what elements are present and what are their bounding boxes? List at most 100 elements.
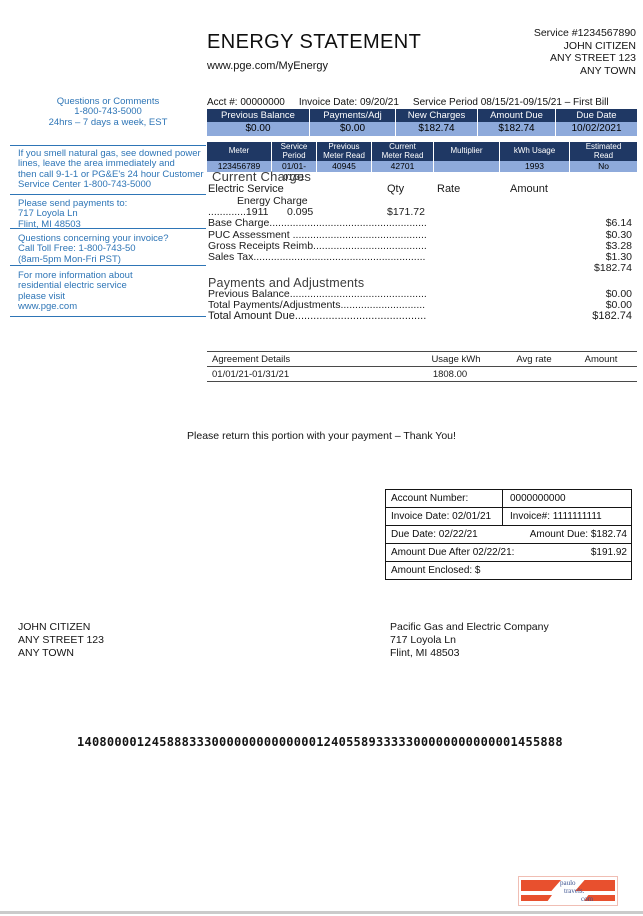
- meter-value-row: 123456789 01/01-01/31 40945 42701 1993 N…: [207, 161, 637, 182]
- summary-header-cell: Payments/Adj: [310, 109, 396, 122]
- watermark-text: com: [581, 895, 594, 903]
- sidebar-divider: [10, 228, 206, 229]
- energy-amount: $171.72: [387, 206, 425, 218]
- amount-header: Amount: [584, 354, 618, 365]
- meter-header-cell: Meter: [207, 142, 272, 161]
- watermark-text: paulo: [560, 879, 576, 887]
- meter-value-cell: 1993: [500, 161, 570, 172]
- summary-value-cell: $182.74: [478, 122, 556, 136]
- meter-value-cell: 40945: [317, 161, 372, 172]
- balance-summary-table: Previous Balance Payments/Adj New Charge…: [207, 109, 637, 136]
- payment-row: Total Payments/Adjustments..............…: [208, 300, 632, 311]
- more-info-line: residential electric service: [18, 280, 127, 292]
- payments-adjustments-title: Payments and Adjustments: [208, 276, 365, 290]
- summary-value-cell: $0.00: [207, 122, 310, 136]
- stub-due-date: Due Date: 02/22/21: [391, 529, 478, 540]
- total-amount-due-row: Total Amount Due........................…: [208, 311, 632, 322]
- summary-value-cell: $0.00: [310, 122, 396, 136]
- sidebar-gas-warning: If you smell natural gas, see downed pow…: [18, 148, 204, 190]
- charge-label: PUC Assessment .........................…: [208, 230, 426, 241]
- energy-rate: 0.095: [287, 206, 314, 218]
- logo-flag-left-icon: [521, 880, 561, 891]
- charge-amount: $0.30: [605, 229, 632, 241]
- stub-amount-due: Amount Due: $182.74: [529, 529, 627, 540]
- payment-label: Previous Balance........................…: [208, 289, 426, 300]
- charge-label: Sales Tax...............................…: [208, 252, 426, 263]
- summary-value-row: $0.00 $0.00 $182.74 $182.74 10/02/2021: [207, 122, 637, 136]
- charge-amount: $1.30: [605, 251, 632, 263]
- agreement-details-table: Agreement Details Usage kWh Avg rate Amo…: [207, 351, 637, 382]
- total-due-amount: $182.74: [592, 310, 632, 322]
- energy-charge-row: .............1911 0.095 $171.72: [208, 206, 638, 218]
- address-line: ANY STREET 123: [18, 634, 104, 646]
- stub-amount-after-row: Amount Due After 02/22/21: $191.92: [386, 543, 631, 561]
- payment-label: Total Payments/Adjustments..............…: [208, 300, 426, 311]
- sidebar-divider: [10, 194, 206, 195]
- gas-warning-line: then call 9-1-1 or PG&E's 24 hour Custom…: [18, 168, 204, 180]
- payment-row: Previous Balance........................…: [208, 289, 632, 300]
- summary-header-cell: Previous Balance: [207, 109, 310, 122]
- charge-row: PUC Assessment .........................…: [208, 230, 632, 241]
- address-line: Pacific Gas and Electric Company: [390, 621, 549, 633]
- electric-service-label: Electric Service: [208, 183, 284, 195]
- meter-table: Meter Service Period Previous Meter Read…: [207, 142, 637, 182]
- payment-stub-box: Account Number: 0000000000 Invoice Date:…: [385, 489, 632, 580]
- amount-due-after-label: Amount Due After 02/22/21:: [391, 547, 515, 558]
- company-mailing-address: Pacific Gas and Electric Company 717 Loy…: [390, 621, 549, 660]
- acct-number: Acct #: 00000000: [207, 97, 285, 108]
- invoice-questions-line: (8am-5pm Mon-Fri PST): [18, 253, 121, 265]
- sidebar-more-info: For more information about residential e…: [18, 270, 133, 312]
- more-info-line: please visit: [18, 290, 65, 302]
- watermark-text: travels.: [564, 887, 585, 895]
- customer-mailing-address: JOHN CITIZEN ANY STREET 123 ANY TOWN: [18, 621, 104, 660]
- stub-invoice-date: Invoice Date: 02/01/21: [391, 511, 492, 522]
- return-portion-notice: Please return this portion with your pay…: [187, 430, 456, 442]
- payment-amount: $0.00: [605, 288, 632, 300]
- account-number-value: 0000000000: [502, 490, 631, 507]
- qty-column-header: Qty: [387, 183, 405, 195]
- charge-row: Sales Tax...............................…: [208, 252, 632, 263]
- micr-code-line: 1408000012458883330000000000000012405589…: [77, 735, 563, 749]
- meter-value-cell: [434, 161, 500, 172]
- service-period: Service Period 08/15/21-09/15/21 – First…: [412, 97, 609, 108]
- address-line: ANY TOWN: [18, 647, 75, 659]
- sidebar-divider: [10, 265, 206, 266]
- payments-to-line: 717 Loyola Ln: [18, 208, 78, 220]
- stub-due-date-row: Due Date: 02/22/21 Amount Due: $182.74: [386, 525, 631, 543]
- meter-header-cell: kWh Usage: [500, 142, 570, 161]
- page-bottom-rule: [0, 911, 643, 914]
- agreement-details-header: Agreement Details: [212, 354, 291, 365]
- summary-header-cell: Due Date: [556, 109, 637, 122]
- charge-row: Base Charge.............................…: [208, 218, 632, 229]
- charge-amount: $3.28: [605, 240, 632, 252]
- amount-due-after-value: $191.92: [590, 547, 627, 558]
- meter-header-cell: Service Period: [272, 142, 317, 161]
- address-line: 717 Loyola Ln: [390, 634, 456, 646]
- charge-row: Gross Receipts Reimb....................…: [208, 241, 632, 252]
- rate-column-header: Rate: [437, 183, 461, 195]
- gas-warning-line: If you smell natural gas, see downed pow…: [18, 148, 201, 159]
- summary-header-row: Previous Balance Payments/Adj New Charge…: [207, 109, 637, 122]
- current-charges-title: Current Charges: [212, 169, 312, 184]
- service-address-block: Service #1234567890 JOHN CITIZEN ANY STR…: [534, 27, 636, 77]
- contact-hours: 24hrs – 7 days a week, EST: [48, 116, 168, 128]
- charges-subtotal-row: $182.74: [208, 263, 632, 274]
- stub-invoice-number: Invoice#: 1111111111: [502, 508, 631, 525]
- address-line: JOHN CITIZEN: [18, 621, 91, 633]
- logo-flag-right-icon: [575, 880, 615, 891]
- stub-account-row: Account Number: 0000000000: [386, 490, 631, 507]
- sidebar-invoice-questions: Questions concerning your invoice? Call …: [18, 233, 169, 265]
- agreement-usage: 1808.00: [432, 369, 468, 380]
- contact-phone: 1-800-743-5000: [74, 106, 142, 118]
- energy-qty: .............1911: [208, 206, 269, 218]
- contact-line: Questions or Comments: [56, 96, 160, 107]
- more-info-line: www.pge.com: [18, 300, 78, 312]
- blank-label: [208, 263, 426, 274]
- charge-label: Base Charge.............................…: [208, 218, 426, 229]
- total-due-label: Total Amount Due........................…: [208, 311, 426, 322]
- charge-label: Gross Receipts Reimb....................…: [208, 241, 426, 252]
- sidebar-contact-section: Questions or Comments 1-800-743-5000 24h…: [10, 96, 206, 128]
- gas-warning-line: Service Center 1-800-743-5000: [18, 178, 152, 190]
- meter-header-cell: Estimated Read: [570, 142, 637, 161]
- electric-service-row: Electric Service Qty Rate Amount: [208, 183, 638, 195]
